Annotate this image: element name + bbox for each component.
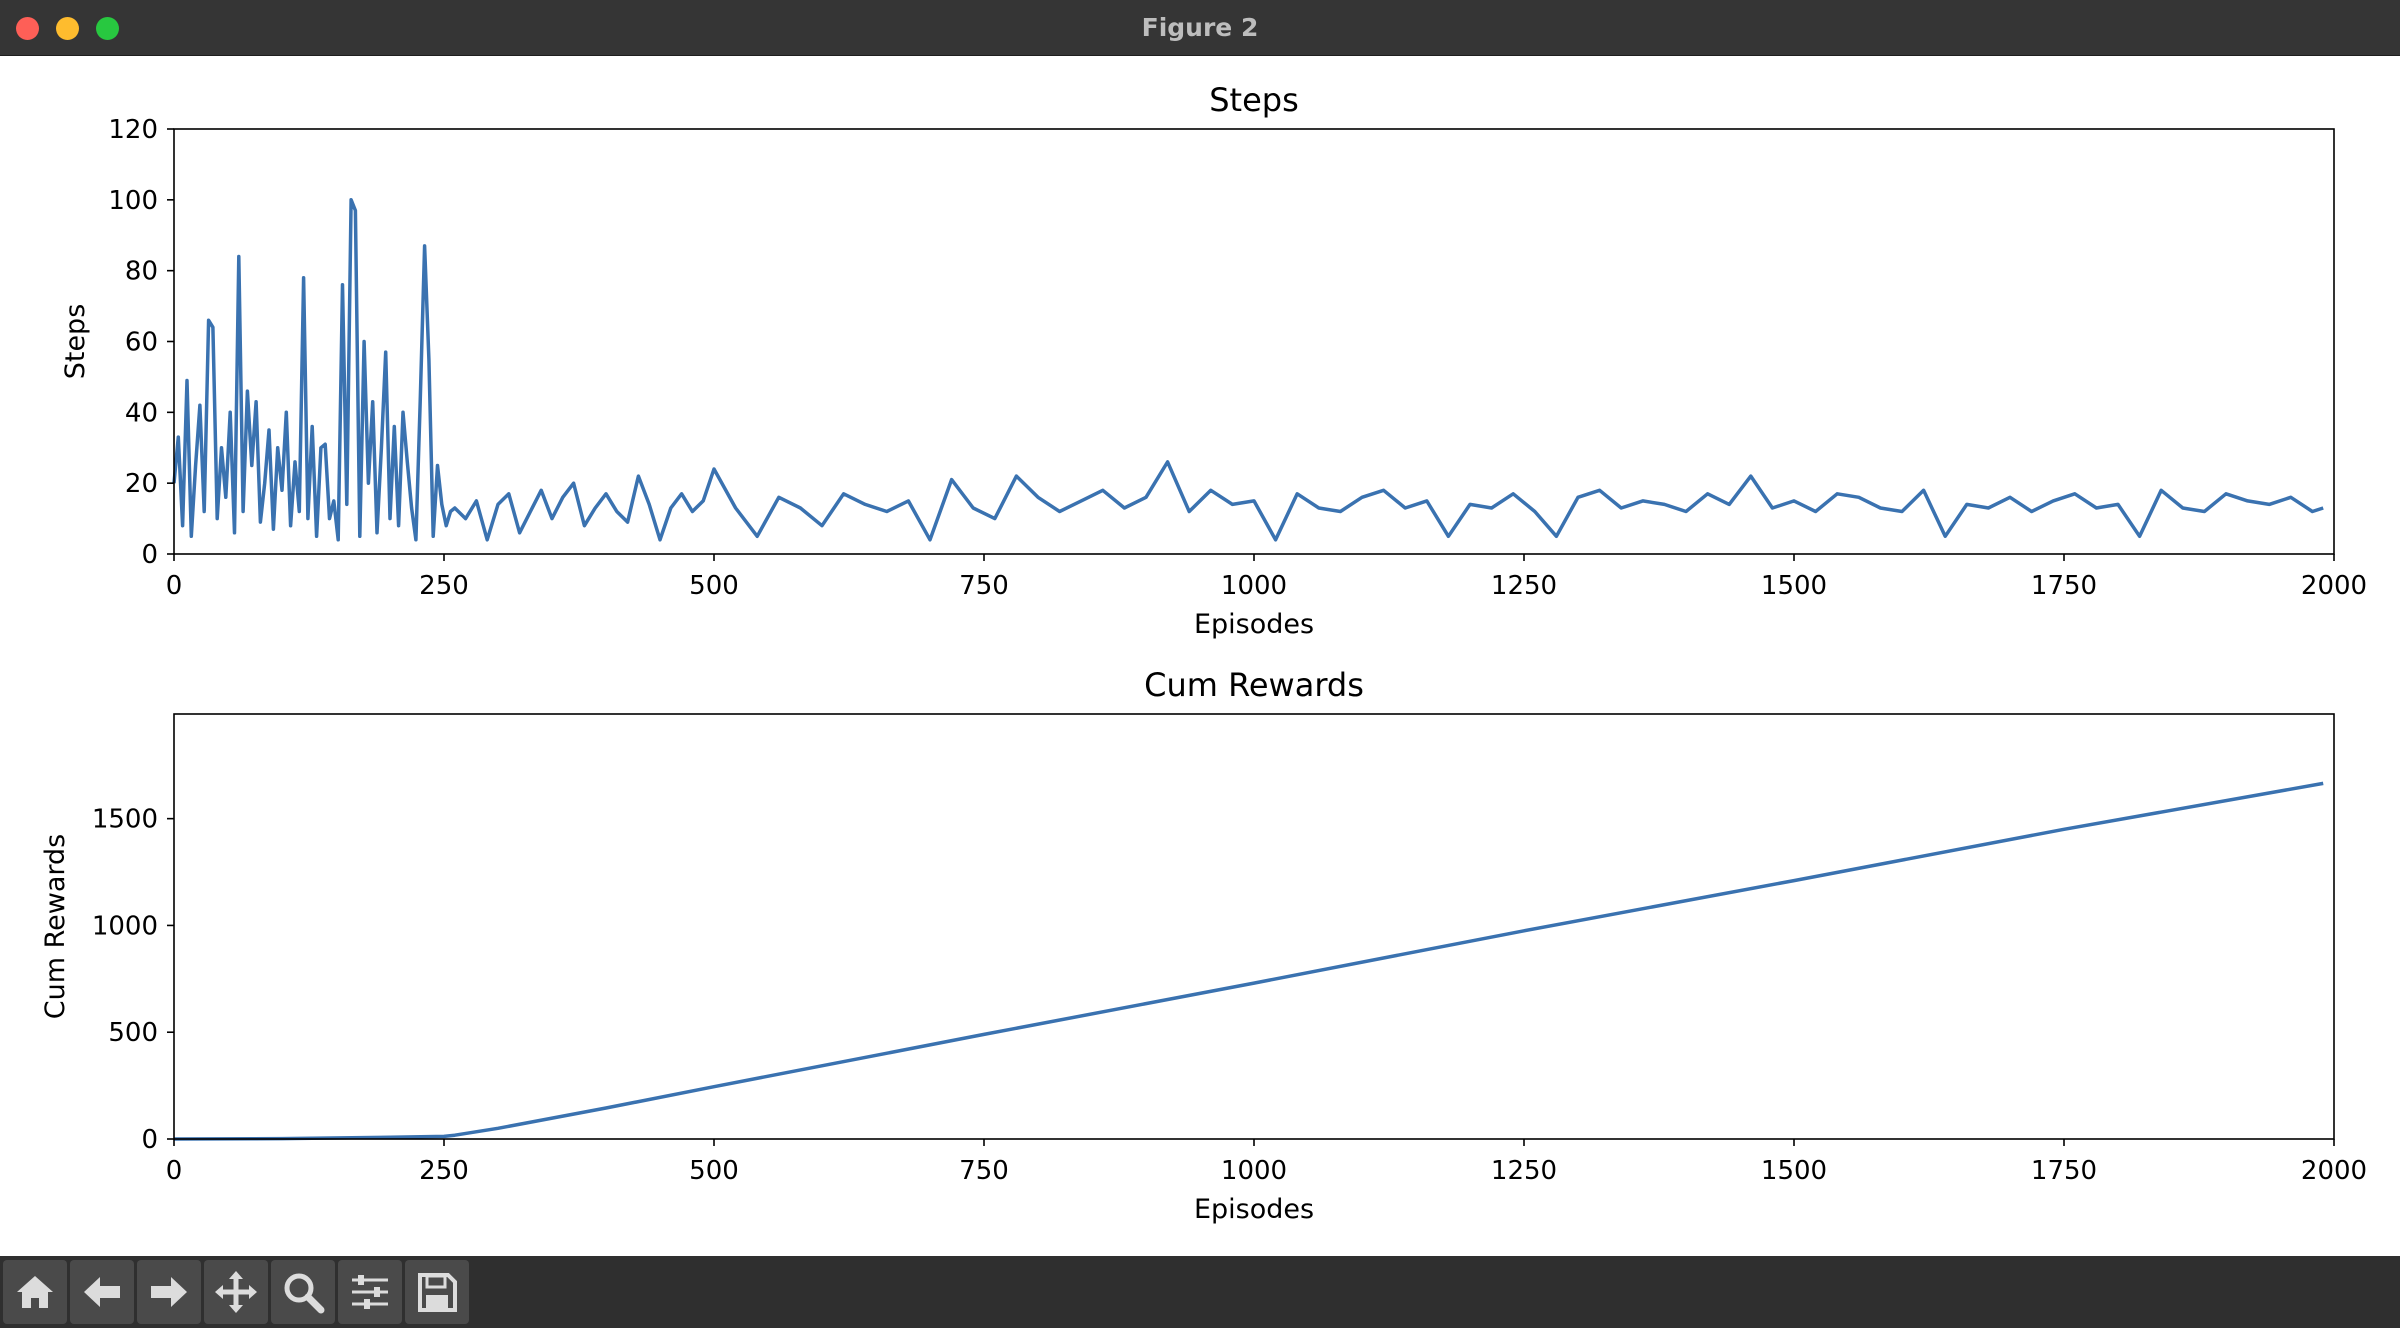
steps-x-tick-label: 1000 — [1221, 571, 1287, 601]
steps-y-tick-label: 40 — [125, 398, 158, 428]
arrow-left-icon — [84, 1277, 120, 1307]
steps-x-tick-label: 1250 — [1491, 571, 1557, 601]
cum-rewards-axes: 0 250 500 750 1000 1250 1500 1750 2000 0 500 1000 15… — [40, 666, 2367, 1225]
cum-rewards-y-tick-label: 1500 — [92, 805, 158, 835]
cum-rewards-x-tick-label: 0 — [166, 1156, 183, 1186]
matplotlib-toolbar — [0, 1256, 2400, 1328]
arrow-right-icon — [151, 1277, 187, 1307]
steps-x-tick-label: 250 — [419, 571, 469, 601]
zoom-button[interactable] — [271, 1260, 335, 1324]
cum-rewards-x-tick-label: 250 — [419, 1156, 469, 1186]
floppy-disk-icon — [418, 1273, 457, 1312]
steps-x-axis-label: Episodes — [1194, 609, 1314, 640]
magnifier-icon — [284, 1273, 325, 1314]
cum-rewards-y-tick-label: 0 — [141, 1125, 158, 1155]
steps-x-tick-label: 500 — [689, 571, 739, 601]
pan-button[interactable] — [204, 1260, 268, 1324]
close-window-button[interactable] — [16, 17, 39, 40]
cum-rewards-x-tick-label: 1000 — [1221, 1156, 1287, 1186]
back-button[interactable] — [70, 1260, 134, 1324]
steps-chart-title: Steps — [1209, 81, 1299, 119]
steps-y-tick-label: 120 — [108, 115, 158, 145]
cum-rewards-x-tick-label: 750 — [959, 1156, 1009, 1186]
configure-subplots-button[interactable] — [338, 1260, 402, 1324]
cum-rewards-x-tick-label: 2000 — [2301, 1156, 2367, 1186]
cum-rewards-x-tick-label: 1750 — [2031, 1156, 2097, 1186]
steps-x-tick-label: 2000 — [2301, 571, 2367, 601]
cum-rewards-y-tick-label: 1000 — [92, 911, 158, 941]
maximize-window-button[interactable] — [96, 17, 119, 40]
move-icon — [215, 1271, 257, 1313]
cum-rewards-x-tick-label: 1250 — [1491, 1156, 1557, 1186]
window-title: Figure 2 — [1141, 13, 1259, 42]
minimize-window-button[interactable] — [56, 17, 79, 40]
cum-rewards-x-axis-label: Episodes — [1194, 1194, 1314, 1225]
steps-y-tick-label: 100 — [108, 186, 158, 216]
steps-x-tick-label: 0 — [166, 571, 183, 601]
cum-rewards-chart-title: Cum Rewards — [1144, 666, 1364, 704]
steps-y-tick-label: 20 — [125, 469, 158, 499]
cum-rewards-series-line — [173, 781, 2324, 1141]
figure-canvas[interactable]: 0 250 500 750 1000 1250 1500 1750 20000204060801… — [0, 56, 2400, 1256]
window-titlebar: Figure 2 — [0, 0, 2400, 56]
steps-y-axis-label: Steps — [60, 304, 91, 380]
steps-y-tick-label: 0 — [141, 540, 158, 570]
steps-axes: 0 250 500 750 1000 1250 1500 1750 2000 0 20 40 60 80 1… — [60, 81, 2367, 640]
cum-rewards-plot-frame — [173, 713, 2335, 1140]
steps-y-tick-label: 80 — [125, 257, 158, 287]
cum-rewards-x-tick-label: 1500 — [1761, 1156, 1827, 1186]
home-icon — [17, 1276, 53, 1308]
cum-rewards-x-tick-label: 500 — [689, 1156, 739, 1186]
cum-rewards-y-tick-label: 500 — [108, 1018, 158, 1048]
steps-plot-frame — [173, 128, 2335, 555]
forward-button[interactable] — [137, 1260, 201, 1324]
sliders-icon — [352, 1275, 388, 1309]
steps-x-tick-label: 1750 — [2031, 571, 2097, 601]
steps-series-line — [172, 198, 2324, 542]
steps-y-tick-label: 60 — [125, 328, 158, 358]
cum-rewards-y-axis-label: Cum Rewards — [40, 834, 71, 1019]
steps-x-tick-label: 1500 — [1761, 571, 1827, 601]
steps-x-tick-label: 750 — [959, 571, 1009, 601]
save-button[interactable] — [405, 1260, 469, 1324]
home-button[interactable] — [3, 1260, 67, 1324]
